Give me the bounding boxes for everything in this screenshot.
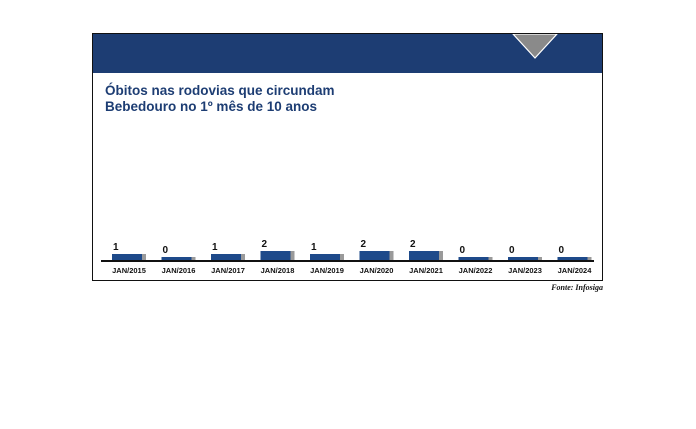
category-label: JAN/2023 (508, 266, 542, 275)
header-banner (93, 34, 602, 73)
bar-jan-2015 (112, 254, 142, 260)
category-label: JAN/2015 (112, 266, 146, 275)
value-label: 1 (113, 242, 119, 253)
value-label: 2 (361, 239, 367, 250)
category-label: JAN/2016 (162, 266, 196, 275)
category-label: JAN/2017 (211, 266, 245, 275)
value-label: 0 (460, 245, 466, 256)
value-labels-group: 1 0 1 2 1 2 2 0 0 0 (113, 239, 565, 256)
category-label: JAN/2022 (459, 266, 493, 275)
category-label: JAN/2020 (360, 266, 394, 275)
value-label: 1 (212, 242, 218, 253)
bar-jan-2022 (458, 257, 489, 260)
header-triangle-icon (512, 34, 558, 59)
bar-jan-2023 (508, 257, 538, 260)
category-label: JAN/2019 (310, 266, 344, 275)
category-labels-group: JAN/2015 JAN/2016 JAN/2017 JAN/2018 JAN/2019… (112, 266, 592, 275)
bar-jan-2019 (310, 254, 340, 260)
bar-jan-2018 (260, 251, 291, 260)
chart-card: Óbitos nas rodovias que circundam Bebedo… (92, 33, 603, 281)
bar-jan-2021 (409, 251, 439, 260)
bar-jan-2016 (161, 257, 192, 260)
chart-title: Óbitos nas rodovias que circundam Bebedo… (105, 83, 335, 114)
value-label: 1 (311, 242, 317, 253)
value-label: 0 (509, 245, 515, 256)
bar-jan-2020 (359, 251, 390, 260)
bar-jan-2017 (211, 254, 241, 260)
category-label: JAN/2018 (261, 266, 295, 275)
value-label: 2 (262, 239, 268, 250)
bars-group (112, 251, 592, 260)
bar-jan-2024 (557, 257, 588, 260)
header-background (93, 34, 602, 73)
category-label: JAN/2024 (558, 266, 593, 275)
bar-chart: 1 0 1 2 1 2 20 0 0 JAN/2015 JAN/2016 JAN/2017 JAN/2… (101, 239, 594, 275)
category-label: JAN/2021 (409, 266, 443, 275)
value-label: 2 (410, 239, 416, 250)
source-note: Fonte: Infosiga (551, 283, 603, 292)
value-label: 0 (559, 245, 565, 256)
value-label: 0 (163, 245, 169, 256)
